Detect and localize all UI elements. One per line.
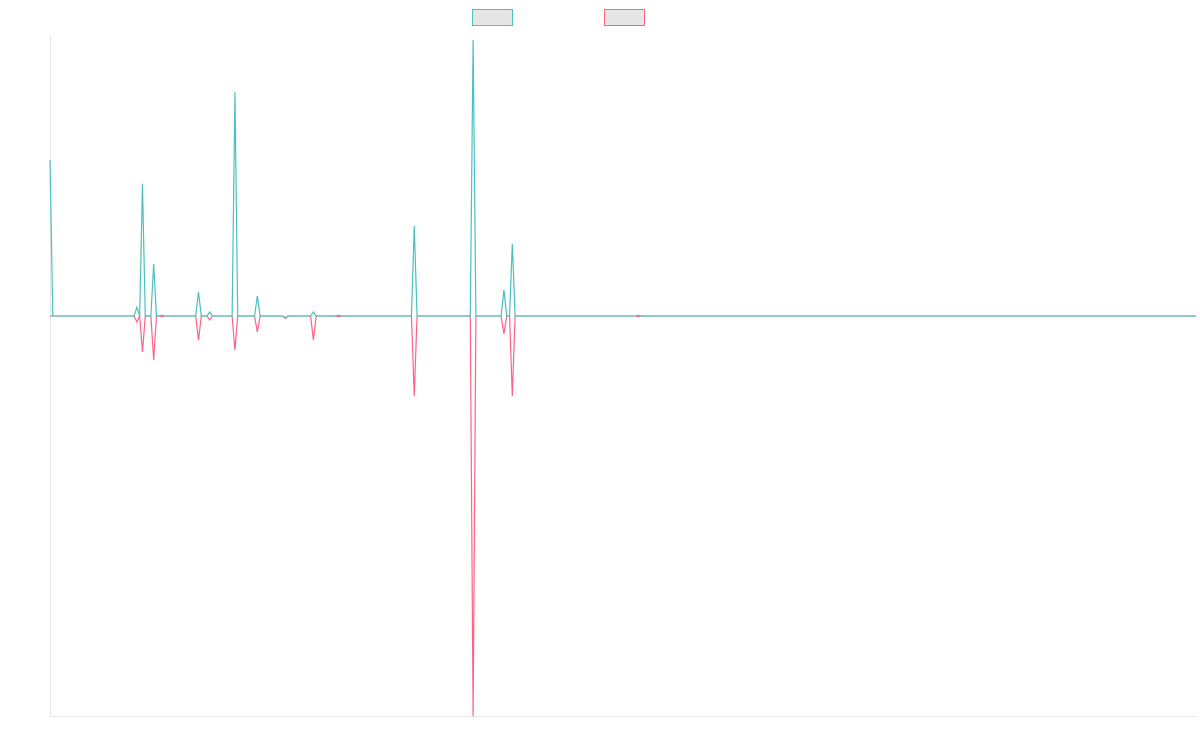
series-group xyxy=(49,39,1196,717)
series-line-0 xyxy=(49,39,1196,319)
legend xyxy=(472,9,645,26)
legend-swatch-0[interactable] xyxy=(472,9,513,26)
series-line-1 xyxy=(50,313,1196,717)
legend-swatch-1[interactable] xyxy=(604,9,645,26)
